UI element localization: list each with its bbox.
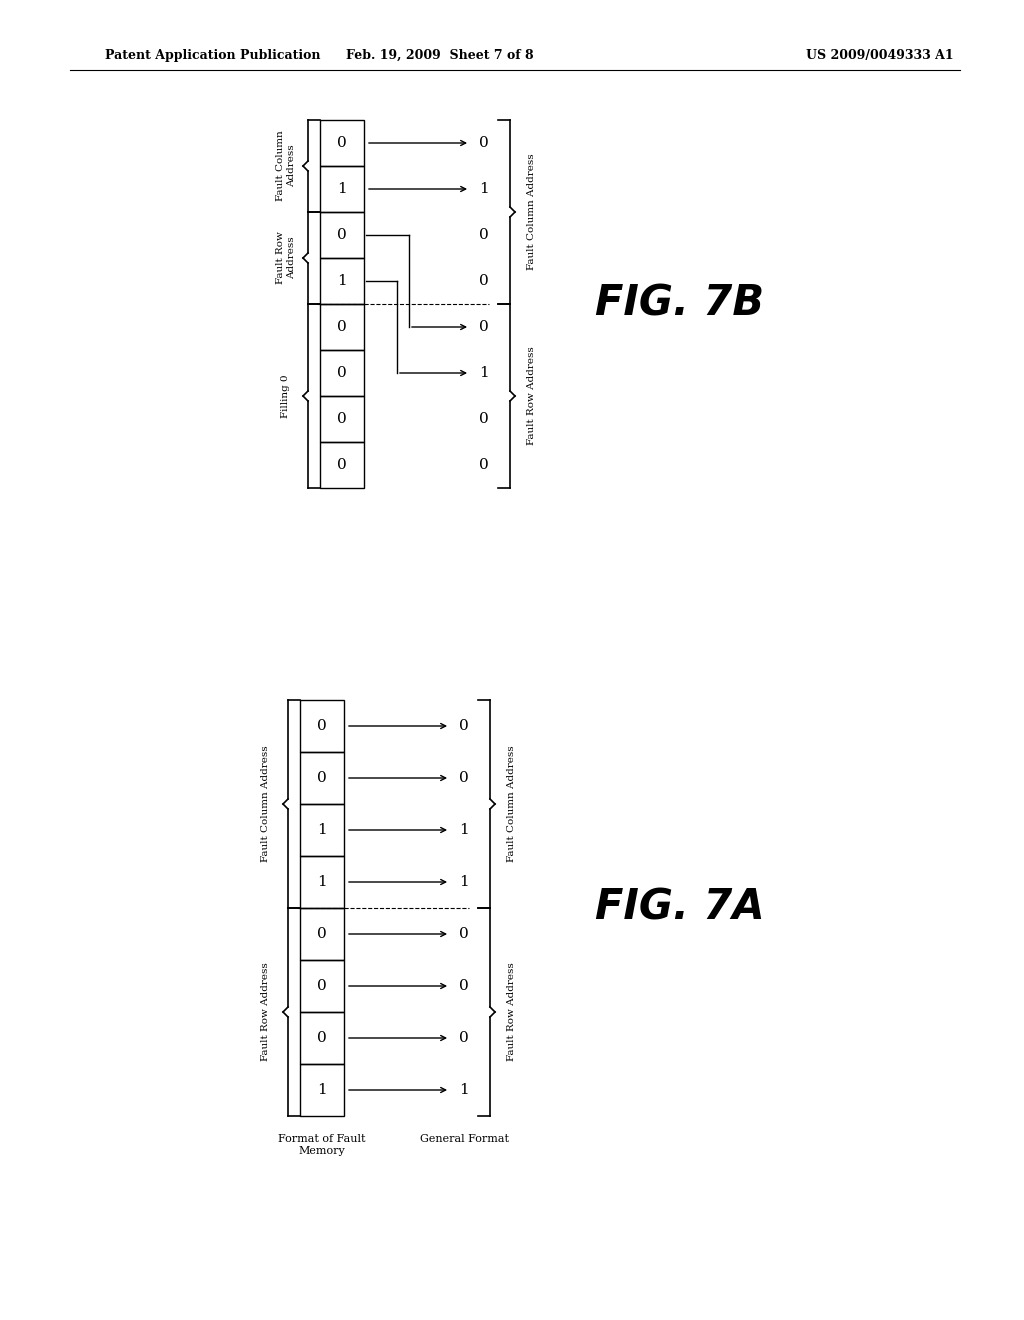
Text: 0: 0 xyxy=(317,771,327,785)
Text: 0: 0 xyxy=(479,228,488,242)
Text: Fault Row
Address: Fault Row Address xyxy=(276,231,296,284)
Bar xyxy=(300,752,344,804)
Text: 0: 0 xyxy=(479,412,488,426)
Bar xyxy=(319,350,364,396)
Text: Patent Application Publication: Patent Application Publication xyxy=(105,49,321,62)
Text: 0: 0 xyxy=(337,136,347,150)
Bar xyxy=(319,120,364,166)
Text: Fault Column Address: Fault Column Address xyxy=(527,153,537,271)
Bar xyxy=(319,442,364,488)
Bar xyxy=(319,257,364,304)
Text: 0: 0 xyxy=(479,136,488,150)
Bar xyxy=(300,960,344,1012)
Text: Fault Column Address: Fault Column Address xyxy=(261,746,270,862)
Text: 0: 0 xyxy=(459,1031,469,1045)
Text: 1: 1 xyxy=(317,875,327,888)
Text: 0: 0 xyxy=(479,275,488,288)
Text: 1: 1 xyxy=(337,182,347,195)
Bar xyxy=(319,166,364,213)
Text: US 2009/0049333 A1: US 2009/0049333 A1 xyxy=(806,49,953,62)
Text: 0: 0 xyxy=(317,1031,327,1045)
Bar xyxy=(300,855,344,908)
Text: General Format: General Format xyxy=(420,1134,509,1144)
Bar xyxy=(300,700,344,752)
Text: 0: 0 xyxy=(459,979,469,993)
Text: 1: 1 xyxy=(459,1082,469,1097)
Text: 0: 0 xyxy=(317,927,327,941)
Text: 0: 0 xyxy=(317,719,327,733)
Bar xyxy=(319,213,364,257)
Text: Fault Row Address: Fault Row Address xyxy=(508,962,516,1061)
Text: FIG. 7A: FIG. 7A xyxy=(595,887,765,929)
Text: 1: 1 xyxy=(317,1082,327,1097)
Text: 1: 1 xyxy=(479,366,488,380)
Text: Filling 0: Filling 0 xyxy=(282,374,291,418)
Text: Format of Fault
Memory: Format of Fault Memory xyxy=(279,1134,366,1155)
Text: 1: 1 xyxy=(459,875,469,888)
Text: 0: 0 xyxy=(337,412,347,426)
Text: 1: 1 xyxy=(459,822,469,837)
Bar xyxy=(300,1012,344,1064)
Text: 0: 0 xyxy=(337,458,347,473)
Text: 0: 0 xyxy=(317,979,327,993)
Text: 0: 0 xyxy=(479,458,488,473)
Text: Feb. 19, 2009  Sheet 7 of 8: Feb. 19, 2009 Sheet 7 of 8 xyxy=(346,49,534,62)
Text: Fault Column
Address: Fault Column Address xyxy=(276,131,296,202)
Text: 0: 0 xyxy=(459,771,469,785)
Bar xyxy=(319,304,364,350)
Text: 1: 1 xyxy=(479,182,488,195)
Text: 0: 0 xyxy=(479,319,488,334)
Text: Fault Row Address: Fault Row Address xyxy=(527,347,537,445)
Text: 1: 1 xyxy=(337,275,347,288)
Text: FIG. 7B: FIG. 7B xyxy=(595,282,765,325)
Text: Fault Column Address: Fault Column Address xyxy=(508,746,516,862)
Text: 1: 1 xyxy=(317,822,327,837)
Bar xyxy=(300,1064,344,1115)
Bar xyxy=(319,396,364,442)
Text: 0: 0 xyxy=(459,927,469,941)
Bar xyxy=(300,804,344,855)
Bar xyxy=(300,908,344,960)
Text: 0: 0 xyxy=(337,319,347,334)
Text: 0: 0 xyxy=(337,228,347,242)
Text: 0: 0 xyxy=(459,719,469,733)
Text: Fault Row Address: Fault Row Address xyxy=(261,962,270,1061)
Text: 0: 0 xyxy=(337,366,347,380)
